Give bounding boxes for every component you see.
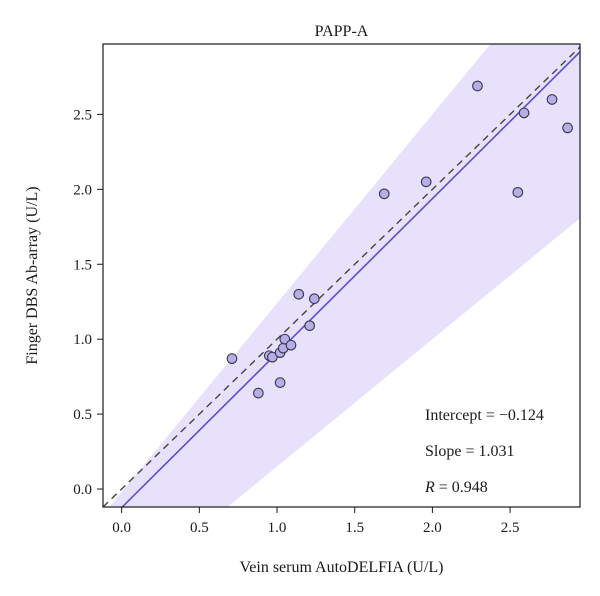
chart-title: PAPP-A (315, 23, 369, 40)
data-point (562, 122, 573, 134)
regression-line (121, 51, 580, 507)
x-axis-title: Vein serum AutoDELFIA (U/L) (240, 559, 444, 576)
y-tick-label: 1.0 (73, 332, 92, 348)
intercept-annotation: Intercept = −0.124 (425, 407, 544, 424)
y-tick-label: 2.0 (73, 182, 92, 198)
x-tick-label: 0.0 (112, 520, 131, 536)
y-tick-label: 0.5 (73, 407, 92, 423)
data-point (308, 293, 320, 305)
x-tick-label: 2.5 (501, 520, 520, 536)
data-point (304, 320, 315, 332)
data-point (546, 94, 558, 105)
data-point (518, 107, 530, 119)
data-point (472, 80, 483, 92)
data-point (226, 353, 238, 365)
data-point (274, 377, 286, 388)
r-value: = 0.948 (435, 479, 488, 496)
x-tick-label: 1.0 (268, 520, 287, 536)
data-point (293, 288, 305, 300)
y-tick-label: 0.0 (73, 482, 92, 498)
data-point (267, 351, 278, 363)
y-axis-title: Finger DBS Ab-array (U/L) (24, 186, 41, 364)
x-tick-label: 2.0 (423, 520, 442, 536)
x-tick-label: 0.5 (190, 520, 209, 536)
data-point (512, 186, 524, 198)
y-tick-label: 2.5 (73, 107, 92, 123)
confidence-band (109, 44, 580, 507)
x-tick-label: 1.5 (345, 520, 364, 536)
r-symbol: R (424, 479, 435, 496)
r-annotation: R = 0.948 (424, 479, 488, 496)
plot-frame (102, 43, 581, 508)
identity-line (103, 46, 580, 507)
data-point (378, 188, 390, 200)
slope-annotation: Slope = 1.031 (425, 443, 514, 460)
data-point (253, 387, 264, 399)
data-point (285, 339, 297, 351)
y-tick-label: 1.5 (73, 257, 92, 273)
data-point (420, 176, 432, 188)
